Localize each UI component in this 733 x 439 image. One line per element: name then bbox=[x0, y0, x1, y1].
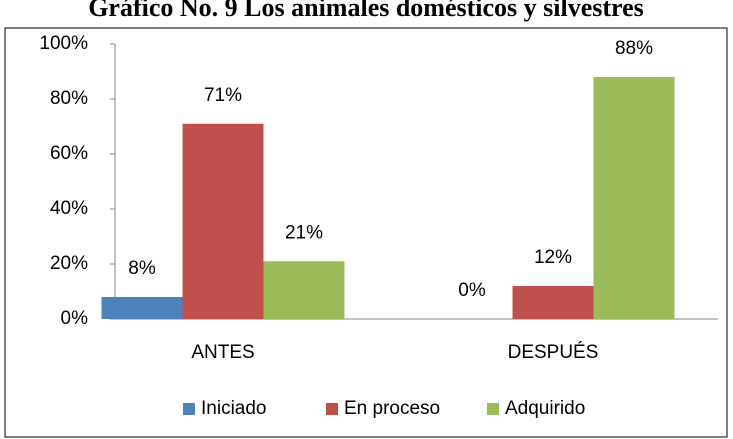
y-tick-label: 60% bbox=[50, 143, 88, 164]
y-tick-label: 100% bbox=[39, 33, 88, 54]
y-tick-label: 40% bbox=[50, 198, 88, 219]
data-label: 12% bbox=[534, 247, 572, 268]
y-tick-label: 80% bbox=[50, 88, 88, 109]
bar bbox=[101, 297, 183, 319]
data-label: 88% bbox=[615, 38, 653, 59]
data-label: 8% bbox=[128, 258, 156, 279]
data-label: 21% bbox=[285, 222, 323, 243]
legend-label: Iniciado bbox=[201, 398, 267, 419]
y-tick-label: 0% bbox=[61, 308, 89, 329]
legend-label: Adquirido bbox=[505, 398, 585, 419]
x-tick-label: DESPUÉS bbox=[508, 342, 599, 363]
legend-swatch bbox=[487, 403, 499, 415]
bar bbox=[263, 261, 345, 319]
y-tick-label: 20% bbox=[50, 253, 88, 274]
legend-label: En proceso bbox=[344, 398, 440, 419]
x-tick-label: ANTES bbox=[191, 342, 254, 363]
legend-swatch bbox=[183, 403, 195, 415]
chart-title: Gráfico No. 9 Los animales domésticos y … bbox=[88, 0, 644, 22]
data-label: 0% bbox=[458, 280, 486, 301]
data-label: 71% bbox=[204, 85, 242, 106]
legend-swatch bbox=[326, 403, 338, 415]
bar bbox=[182, 123, 264, 319]
bar bbox=[512, 286, 594, 319]
bar bbox=[593, 77, 675, 319]
